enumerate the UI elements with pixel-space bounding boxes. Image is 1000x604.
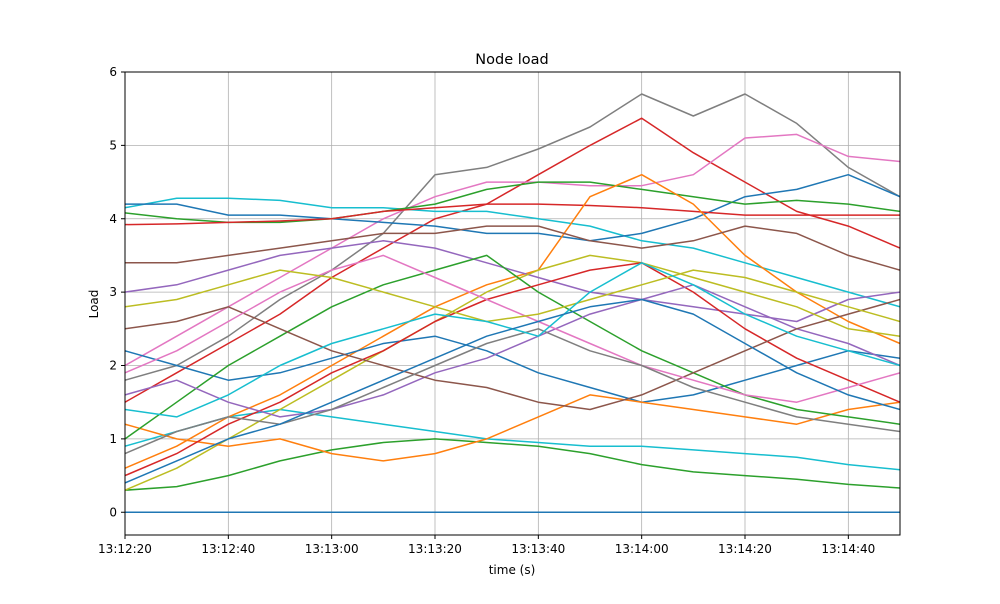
series-line-14 [125,254,900,491]
y-tick-label: 1 [109,432,117,446]
series-line-21 [125,254,900,403]
y-tick-label: 2 [109,359,117,373]
x-tick-label: 13:14:40 [821,542,875,556]
x-tick-label: 13:14:00 [615,542,669,556]
series-line-15 [125,335,900,403]
x-tick-label: 13:12:20 [98,542,152,556]
series-line-2 [125,93,900,381]
series-line-20 [125,298,900,411]
series-lines [125,93,900,514]
series-line-17 [125,254,900,440]
series-line-23 [125,269,900,323]
series-line-5 [125,197,900,308]
y-tick-label: 6 [109,65,117,79]
y-axis: 0 1 2 3 4 5 6 [109,65,125,519]
series-line-3 [125,117,900,403]
series-line-8 [125,203,900,226]
series-line-11 [125,173,900,469]
plot-frame [124,71,901,536]
x-axis: 13:12:20 13:12:40 13:13:00 13:13:20 13:13:40… [98,535,875,556]
x-tick-label: 13:14:20 [718,542,772,556]
x-tick-label: 13:13:20 [408,542,462,556]
x-tick-label: 13:13:40 [511,542,565,556]
series-line-13 [125,225,900,271]
y-tick-label: 3 [109,285,117,299]
y-tick-label: 0 [109,505,117,519]
y-tick-label: 5 [109,138,117,152]
x-axis-label: time (s) [489,563,536,577]
series-line-19 [125,284,900,418]
x-tick-label: 13:13:00 [305,542,359,556]
series-line-9 [125,438,900,491]
series-line-7 [125,181,900,224]
y-axis-label: Load [87,290,101,319]
chart-title: Node load [475,52,548,68]
series-line-18 [125,262,900,477]
series-line-16 [125,394,900,462]
series-line-6 [125,173,900,242]
x-tick-label: 13:12:40 [201,542,255,556]
series-line-4 [125,133,900,367]
series-line-22 [125,328,900,455]
y-tick-label: 4 [109,212,117,226]
series-line-25 [125,298,900,484]
series-line-24 [125,262,900,418]
